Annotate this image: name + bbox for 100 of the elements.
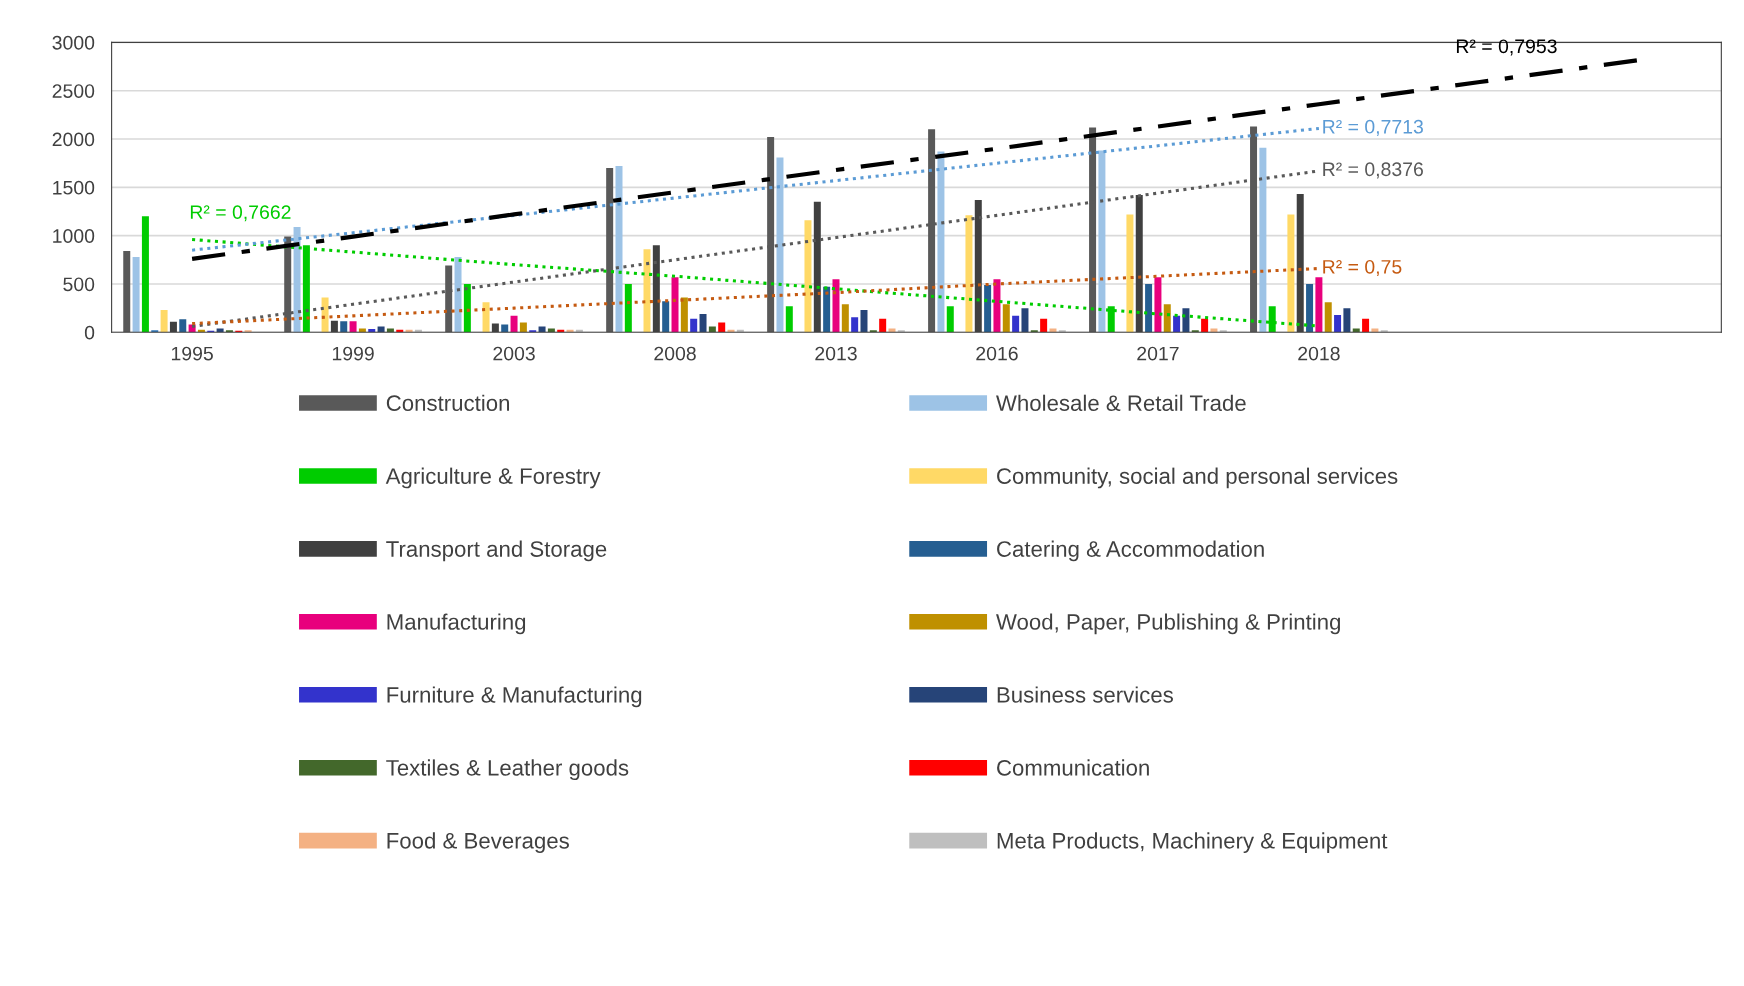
bar: [832, 279, 840, 333]
bar: [1315, 277, 1323, 333]
series-label: R² = 0,7953: [1456, 39, 1557, 56]
bar: [1173, 315, 1181, 333]
legend-label: Food & Beverages: [387, 832, 569, 854]
bar: [662, 301, 670, 333]
bar: [1126, 214, 1134, 333]
bar: [680, 297, 688, 333]
x-tick-label: 2016: [976, 346, 1018, 361]
series-label: R² = 0,7662: [190, 205, 291, 222]
bar: [1259, 147, 1267, 333]
x-tick-label: 2003: [493, 346, 535, 361]
x-tick-label: 1999: [332, 346, 374, 361]
bar: [349, 321, 357, 333]
x-tick-label: 2013: [815, 346, 857, 361]
bar: [386, 328, 394, 333]
bar: [804, 220, 812, 333]
bar: [123, 251, 131, 333]
bar: [946, 306, 954, 333]
y-tick-label: 1500: [53, 180, 95, 195]
legend-label: Catering & Accommodation: [997, 540, 1264, 562]
bar: [785, 306, 793, 333]
bar: [510, 315, 518, 333]
bar: [615, 166, 623, 333]
bar: [699, 313, 707, 333]
bar: [293, 226, 301, 333]
legend-label: Wood, Paper, Publishing & Printing: [996, 613, 1340, 635]
bar: [141, 216, 149, 333]
bar: [519, 322, 527, 333]
bar: [454, 256, 462, 333]
bar: [538, 326, 546, 333]
bar: [1287, 214, 1295, 333]
bar: [340, 321, 348, 333]
legend-label: Meta Products, Machinery & Equipment: [997, 832, 1388, 854]
bar: [1163, 304, 1171, 333]
bar: [823, 286, 831, 333]
bar: [1352, 328, 1360, 333]
bar: [216, 328, 224, 333]
bar: [643, 249, 651, 333]
legend-label: Textiles & Leather goods: [386, 759, 629, 781]
y-tick-label: 2000: [52, 132, 95, 147]
bar: [1040, 318, 1048, 333]
bar: [547, 328, 555, 333]
bar: [160, 310, 168, 333]
bar: [1306, 283, 1314, 333]
bar: [321, 297, 329, 333]
bar: [482, 302, 490, 333]
legend-label: Furniture & Manufacturing: [387, 686, 642, 708]
bar: [1012, 315, 1020, 333]
bar: [1182, 308, 1190, 333]
legend-label: Community, social and personal services: [997, 467, 1398, 489]
x-tick-label: 2008: [654, 346, 696, 361]
series-label: R² = 0,7713: [1323, 119, 1423, 136]
bar: [984, 284, 992, 333]
bar: [377, 326, 385, 333]
bar: [1371, 328, 1379, 333]
bar: [860, 310, 868, 333]
bar: [879, 318, 887, 333]
bar: [1098, 150, 1106, 333]
bar: [179, 319, 187, 333]
bar: [965, 215, 973, 333]
bar: [358, 328, 366, 333]
bar: [1154, 277, 1162, 333]
series-label: R² = 0,8376: [1323, 162, 1423, 179]
legend-label: Business services: [997, 686, 1173, 703]
bar: [132, 256, 140, 333]
bar: [1324, 302, 1332, 333]
bar: [690, 318, 698, 333]
y-tick-label: 1000: [53, 229, 95, 243]
bar: [718, 322, 726, 333]
bar: [1362, 318, 1370, 333]
legend-label: Construction: [386, 394, 510, 411]
bar: [1210, 328, 1218, 333]
bar: [1002, 304, 1010, 333]
y-tick-label: 500: [63, 277, 95, 292]
bar: [1343, 308, 1351, 333]
legend-label: Wholesale & Retail Trade: [996, 394, 1246, 411]
bar: [776, 157, 784, 333]
x-tick-label: 2017: [1137, 346, 1179, 361]
bar: [671, 277, 679, 333]
bar: [1334, 314, 1342, 333]
legend-label: Agriculture & Forestry: [385, 467, 601, 489]
line-series: [190, 126, 1321, 252]
bar: [1021, 308, 1029, 333]
legend-label: Transport and Storage: [386, 540, 607, 562]
y-tick-label: 2500: [52, 84, 95, 98]
bar: [1145, 283, 1153, 333]
bar: [463, 283, 471, 333]
bar: [937, 151, 945, 333]
bar: [841, 304, 849, 333]
bar: [501, 324, 509, 333]
y-tick-label: 3000: [52, 35, 95, 50]
y-tick-label: 0: [84, 325, 95, 340]
x-tick-label: 2018: [1298, 346, 1340, 361]
bar: [1049, 328, 1057, 333]
legend-label: Manufacturing: [387, 613, 526, 635]
bar: [708, 326, 716, 333]
series-label: R² = 0,75: [1323, 259, 1402, 277]
legend-label: Communication: [997, 759, 1149, 776]
bar: [624, 283, 632, 333]
